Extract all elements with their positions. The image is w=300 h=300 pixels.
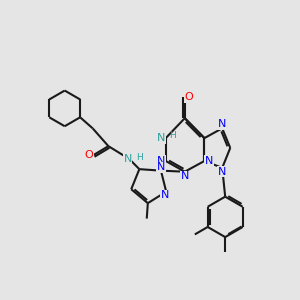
Text: N: N bbox=[205, 156, 213, 166]
Text: N: N bbox=[218, 167, 226, 177]
Text: H: H bbox=[136, 153, 142, 162]
Text: N: N bbox=[218, 119, 226, 129]
Text: O: O bbox=[85, 150, 93, 160]
Text: N: N bbox=[181, 171, 189, 181]
Text: H: H bbox=[169, 131, 176, 140]
Text: N: N bbox=[157, 156, 166, 166]
Text: N: N bbox=[160, 190, 169, 200]
Text: N: N bbox=[124, 154, 132, 164]
Text: O: O bbox=[185, 92, 194, 102]
Text: N: N bbox=[157, 133, 166, 143]
Text: N: N bbox=[157, 162, 165, 172]
